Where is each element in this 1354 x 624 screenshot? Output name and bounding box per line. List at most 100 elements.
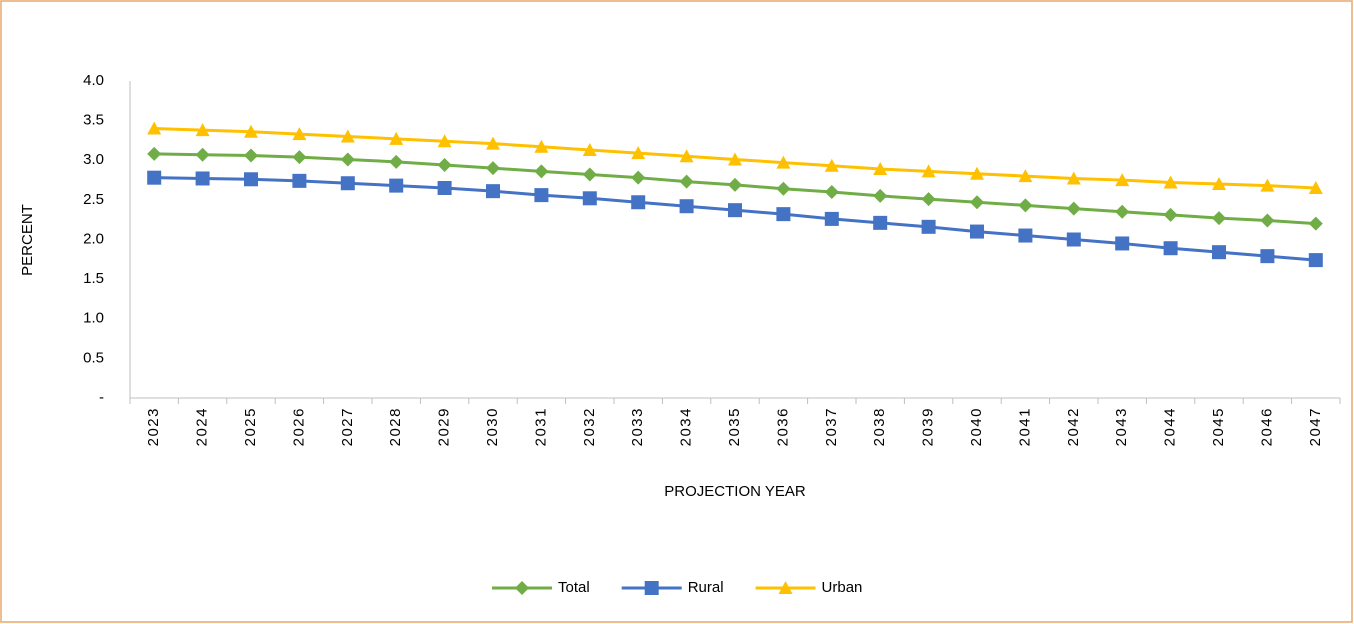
data-point (195, 147, 210, 162)
y-tick-label: 4.0 (83, 72, 104, 89)
y-tick-label: 1.0 (83, 310, 104, 327)
data-point (776, 155, 791, 169)
data-point (244, 124, 258, 138)
x-tick-label: 2033 (629, 407, 646, 446)
data-point (631, 195, 646, 210)
y-tick-label: 2.5 (83, 191, 104, 208)
data-point (1163, 241, 1178, 256)
legend-label: Urban (822, 579, 863, 596)
data-point (1018, 169, 1033, 183)
data-point (728, 177, 742, 192)
data-point (437, 158, 452, 173)
data-point (970, 224, 984, 239)
legend-marker (515, 581, 529, 595)
data-point (486, 136, 500, 150)
y-tick-label: 0.5 (83, 349, 104, 366)
x-tick-label: 2025 (242, 407, 259, 446)
x-tick-label: 2042 (1065, 407, 1082, 446)
data-point (486, 184, 500, 199)
data-point (340, 176, 355, 191)
data-point (340, 152, 355, 167)
data-point (1115, 204, 1130, 219)
data-point (195, 123, 210, 137)
data-point (582, 142, 597, 156)
data-point (1163, 207, 1178, 222)
data-point (1115, 236, 1130, 251)
data-point (1066, 201, 1081, 216)
data-point (1308, 216, 1323, 231)
data-point (1212, 211, 1226, 226)
x-tick-label: 2034 (678, 407, 695, 446)
y-tick-label: - (99, 389, 104, 406)
data-point (824, 184, 839, 199)
data-point (1115, 173, 1130, 187)
data-point (244, 172, 258, 187)
x-tick-label: 2023 (145, 407, 162, 446)
x-tick-label: 2027 (339, 407, 356, 446)
data-point (679, 174, 694, 189)
x-tick-label: 2030 (484, 407, 501, 446)
data-point (631, 146, 646, 160)
y-tick-label: 1.5 (83, 270, 104, 287)
data-point (1066, 171, 1081, 185)
data-point (534, 164, 549, 179)
x-tick-label: 2047 (1307, 407, 1324, 446)
data-point (582, 191, 597, 206)
y-tick-label: 2.0 (83, 230, 104, 247)
data-point (389, 154, 404, 169)
data-point (679, 199, 694, 214)
x-tick-label: 2032 (581, 407, 598, 446)
data-point (147, 121, 162, 135)
x-tick-label: 2024 (194, 407, 211, 446)
data-point (437, 134, 452, 148)
data-point (534, 139, 549, 153)
data-point (824, 158, 839, 172)
legend-marker (644, 581, 659, 595)
data-point (1018, 198, 1033, 213)
data-point (679, 149, 694, 163)
data-point (728, 203, 742, 218)
data-point (292, 173, 307, 188)
y-tick-label: 3.0 (83, 151, 104, 168)
data-point (1260, 213, 1275, 228)
x-tick-label: 2026 (290, 407, 307, 446)
data-point (970, 195, 984, 210)
legend-label: Rural (688, 579, 724, 596)
x-tick-label: 2036 (774, 407, 791, 446)
legend-label: Total (558, 579, 590, 596)
x-tick-label: 2038 (871, 407, 888, 446)
data-point (437, 180, 452, 195)
data-point (1260, 249, 1275, 264)
data-point (631, 170, 646, 185)
data-point (534, 188, 549, 203)
x-tick-label: 2043 (1113, 407, 1130, 446)
data-point (1308, 180, 1323, 194)
data-point (776, 207, 791, 222)
data-point (1308, 253, 1323, 268)
x-tick-label: 2040 (968, 407, 985, 446)
data-point (582, 167, 597, 182)
data-point (1212, 177, 1226, 191)
x-tick-label: 2041 (1016, 407, 1033, 446)
data-point (244, 148, 258, 163)
data-point (1212, 245, 1226, 260)
legend-marker (778, 581, 793, 594)
data-point (873, 215, 888, 230)
x-tick-label: 2028 (387, 407, 404, 446)
data-point (921, 219, 936, 234)
x-tick-label: 2037 (823, 407, 840, 446)
x-tick-label: 2046 (1258, 407, 1275, 446)
x-tick-label: 2044 (1162, 407, 1179, 446)
data-point (1260, 178, 1275, 192)
data-point (340, 129, 355, 143)
data-point (292, 127, 307, 141)
data-point (292, 150, 307, 165)
data-point (776, 181, 791, 196)
data-point (873, 188, 888, 203)
x-tick-label: 2029 (436, 407, 453, 446)
data-point (824, 211, 839, 226)
data-point (195, 171, 210, 186)
x-tick-label: 2045 (1210, 407, 1227, 446)
